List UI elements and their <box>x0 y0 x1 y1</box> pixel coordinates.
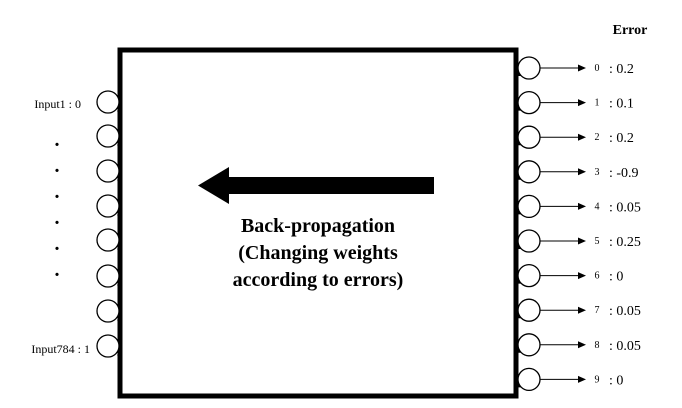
output-index-label: 1 <box>595 98 600 109</box>
output-node-circle <box>517 263 541 288</box>
output-error-value: : 0.05 <box>609 304 641 319</box>
network-box <box>117 47 519 399</box>
output-node-2: 2 : 0.2 <box>514 125 634 149</box>
output-index-label: 3 <box>595 167 600 178</box>
output-index-label: 7 <box>595 305 600 316</box>
center-label-line-2: (Changing weights <box>238 242 398 264</box>
output-node-circle <box>517 298 541 322</box>
ellipsis-dot: . <box>55 181 60 203</box>
output-index-label: 9 <box>595 374 600 385</box>
back-propagation-arrow <box>198 167 434 204</box>
arrow-head-icon <box>578 168 586 176</box>
input-connector-icon <box>117 282 121 289</box>
input-connector-icon <box>117 108 121 115</box>
ellipsis-dot: . <box>55 207 60 229</box>
output-node-6: 6 : 0 <box>514 263 623 288</box>
output-index-label: 0 <box>595 63 600 74</box>
output-index-label: 5 <box>595 236 600 247</box>
output-node-8: 8 : 0.05 <box>514 333 641 357</box>
arrow-head-icon <box>578 375 586 383</box>
input-connector-icon <box>117 212 121 219</box>
output-node-circle <box>517 160 541 184</box>
input-node <box>96 159 120 183</box>
output-error-value: : 0.1 <box>609 97 634 112</box>
input-nodes <box>96 90 121 359</box>
output-index-label: 6 <box>595 271 600 282</box>
output-node-3: 3 : -0.9 <box>514 160 639 184</box>
center-label-line-3: according to errors) <box>233 269 404 291</box>
input-node <box>96 228 120 252</box>
arrow-head-icon <box>578 133 586 141</box>
output-node-circle <box>517 333 541 357</box>
output-node-circle <box>517 194 541 219</box>
input-connector-icon <box>117 177 121 184</box>
output-node-circle <box>517 367 541 392</box>
output-error-value: : 0.2 <box>609 131 634 146</box>
output-error-value: : 0.2 <box>609 62 634 77</box>
ellipsis-dot: . <box>55 233 60 255</box>
ellipsis-dot: . <box>55 155 60 177</box>
output-node-circle <box>517 56 541 80</box>
error-header: Error <box>613 23 648 38</box>
output-node-4: 4 : 0.05 <box>514 194 641 219</box>
arrow-head-icon <box>578 272 586 280</box>
center-label-line-1: Back-propagation <box>241 215 395 237</box>
output-index-label: 8 <box>595 340 600 351</box>
input-node <box>96 264 120 288</box>
input-connector-icon <box>117 317 121 324</box>
output-error-value: : 0 <box>609 373 623 388</box>
output-node-9: 9 : 0 <box>514 367 623 392</box>
input-connector-icon <box>117 142 121 149</box>
ellipsis-dot: . <box>55 129 60 151</box>
output-error-value: : -0.9 <box>609 166 639 181</box>
input-node <box>96 334 120 358</box>
input-node <box>96 90 120 114</box>
output-error-value: : 0.05 <box>609 339 641 354</box>
input-node <box>96 124 120 148</box>
output-node-circle <box>517 125 541 149</box>
output-node-5: 5 : 0.25 <box>514 229 641 253</box>
output-node-circle <box>517 229 541 253</box>
arrow-head-icon <box>578 237 586 245</box>
arrow-head-icon <box>578 306 586 314</box>
input-first-label: Input1 : 0 <box>34 97 81 111</box>
input-node <box>96 194 120 218</box>
output-node-0: 0 : 0.2 <box>514 56 634 80</box>
arrow-head-icon <box>578 202 586 210</box>
output-error-value: : 0 <box>609 270 623 285</box>
output-error-value: : 0.25 <box>609 235 641 250</box>
output-index-label: 2 <box>595 132 600 143</box>
input-connector-icon <box>117 352 121 359</box>
output-node-1: 1 : 0.1 <box>514 90 634 115</box>
output-error-value: : 0.05 <box>609 200 641 215</box>
input-node <box>96 299 120 323</box>
output-nodes: 0 : 0.2 1 : 0.1 2 : 0.2 3 : -0.9 4 : 0.05 5 : 0.25 6… <box>514 56 641 392</box>
ellipsis-dot: . <box>55 259 60 281</box>
output-node-7: 7 : 0.05 <box>514 298 641 322</box>
arrow-head-icon <box>578 64 586 72</box>
input-ellipsis: ...... <box>55 129 60 281</box>
arrow-head-icon <box>578 99 586 107</box>
output-index-label: 4 <box>595 201 600 212</box>
input-last-label: Input784 : 1 <box>31 342 90 356</box>
output-node-circle <box>517 90 541 115</box>
arrow-head-icon <box>578 341 586 349</box>
input-connector-icon <box>117 246 121 253</box>
